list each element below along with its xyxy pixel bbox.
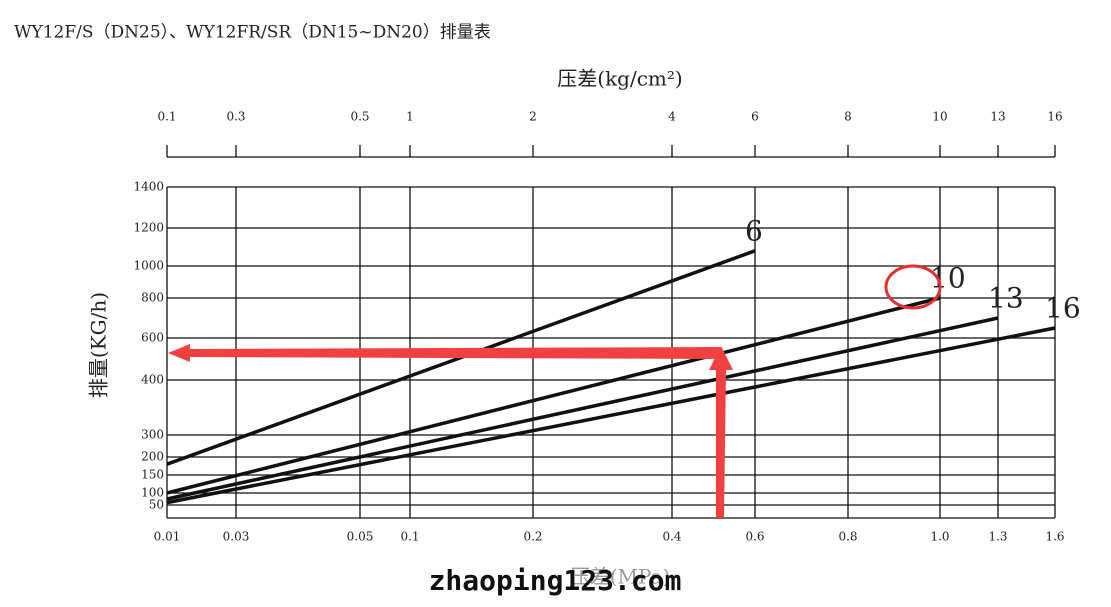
chart-title: WY12F/S（DN25）、WY12FR/SR（DN15~DN20）排量表 [14, 23, 491, 43]
x-tick-label: 0.6 [745, 530, 764, 544]
y-tick-label: 600 [141, 331, 164, 345]
x2-tick-label: 10 [932, 110, 947, 124]
series-label: 6 [745, 214, 763, 247]
x-tick-label: 1.0 [930, 530, 949, 544]
highlight-circle [884, 264, 942, 310]
x-tick-label: 0.2 [523, 530, 542, 544]
x-tick-label: 0.05 [347, 530, 374, 544]
x2-tick-label: 13 [990, 110, 1005, 124]
series-label: 10 [930, 262, 966, 295]
x-tick-label: 1.3 [988, 530, 1007, 544]
x2-tick-label: 2 [529, 110, 537, 124]
y-tick-label: 50 [149, 498, 164, 512]
series-line [166, 316, 999, 501]
x2-tick-label: 0.3 [226, 110, 245, 124]
series-line [166, 296, 941, 495]
watermark: zhaoping123.com [429, 564, 682, 597]
x-tick-label: 0.1 [400, 530, 419, 544]
series-label: 16 [1045, 292, 1081, 325]
x2-tick-label: 16 [1047, 110, 1062, 124]
x2-tick-label: 6 [751, 110, 759, 124]
y-tick-label: 300 [141, 428, 164, 442]
arrow-left [168, 344, 720, 362]
y-tick-label: 1000 [133, 259, 164, 273]
x-tick-label: 1.6 [1045, 530, 1064, 544]
x2-tick-label: 0.1 [157, 110, 176, 124]
x2-axis-title: 压差(kg/cm²) [557, 67, 682, 91]
x2-tick-label: 4 [668, 110, 676, 124]
y-axis-title: 排量(KG/h) [87, 292, 111, 398]
x2-tick-label: 8 [844, 110, 852, 124]
arrow-up [709, 346, 733, 518]
x-tick-label: 0.01 [154, 530, 181, 544]
y-tick-label: 100 [141, 486, 164, 500]
y-tick-label: 1400 [133, 180, 164, 194]
series-line [166, 326, 1056, 505]
x2-tick-label: 1 [406, 110, 414, 124]
y-tick-label: 800 [141, 291, 164, 305]
x-axis-title: 压差(MPa) [570, 565, 671, 589]
series-label: 13 [988, 282, 1024, 315]
y-tick-label: 400 [141, 373, 164, 387]
x-tick-label: 0.4 [662, 530, 681, 544]
x-tick-label: 0.8 [838, 530, 857, 544]
y-tick-label: 200 [141, 450, 164, 464]
x-tick-label: 0.03 [223, 530, 250, 544]
y-tick-label: 150 [141, 468, 164, 482]
x2-tick-label: 0.5 [350, 110, 369, 124]
y-tick-label: 1200 [133, 221, 164, 235]
